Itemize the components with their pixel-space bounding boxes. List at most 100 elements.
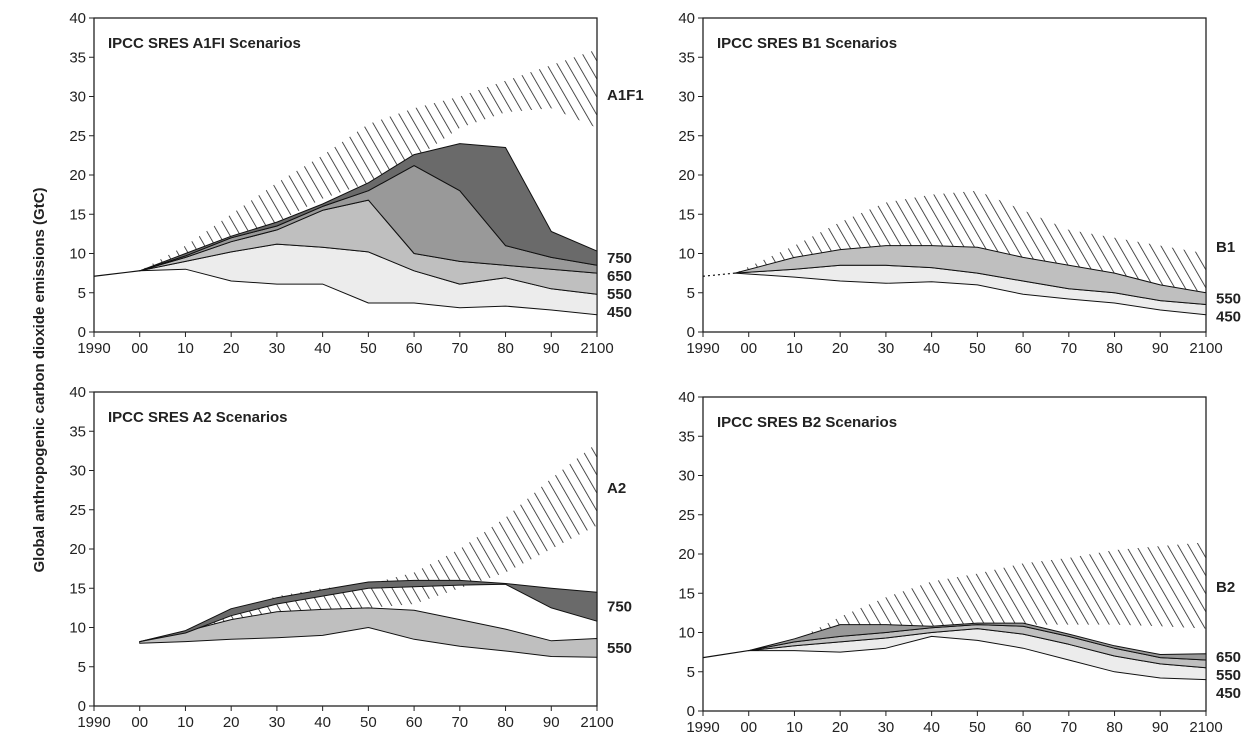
x-tick-label: 30 (269, 340, 286, 357)
y-tick-label: 40 (69, 384, 86, 401)
x-tick-label: 40 (314, 714, 331, 731)
y-tick-label: 0 (78, 324, 86, 341)
x-tick-label: 50 (360, 714, 377, 731)
x-tick-label: 80 (497, 340, 514, 357)
x-tick-label: 10 (177, 714, 194, 731)
chart-panel: 0 5 10 15 20 25 30 35 40 1990 00 10 20 30 40 50 60 70 80 90… (69, 10, 643, 357)
y-tick-label: 30 (678, 468, 695, 485)
band-label-650: 650 (607, 268, 632, 285)
y-tick-label: 10 (678, 246, 695, 263)
y-tick-label: 0 (687, 703, 695, 720)
y-tick-label: 0 (687, 324, 695, 341)
reference-hatch-band (139, 49, 597, 271)
baseline-line (93, 270, 140, 277)
y-tick-label: 15 (69, 580, 86, 597)
x-tick-label: 50 (969, 719, 986, 736)
band-label-550: 550 (607, 640, 632, 657)
reference-label: A2 (607, 480, 626, 497)
x-tick-label: 70 (1060, 719, 1077, 736)
x-tick-label: 60 (1015, 719, 1032, 736)
x-tick-label: 00 (131, 714, 148, 731)
y-tick-label: 20 (678, 167, 695, 184)
band-550 (734, 245, 1207, 305)
chart-panel: 0 5 10 15 20 25 30 35 40 1990 00 10 20 30 40 50 60 70 80 90… (678, 389, 1241, 736)
reference-label: A1F1 (607, 87, 644, 104)
x-tick-label: 80 (1106, 719, 1123, 736)
y-tick-label: 30 (69, 89, 86, 106)
band-750 (139, 579, 598, 643)
y-tick-label: 30 (69, 463, 86, 480)
x-tick-label: 00 (740, 719, 757, 736)
y-tick-label: 0 (78, 698, 86, 715)
band-label-450: 450 (1216, 309, 1241, 326)
y-tick-label: 30 (678, 89, 695, 106)
x-tick-label: 2100 (580, 340, 613, 357)
y-tick-label: 25 (69, 128, 86, 145)
x-tick-label: 90 (543, 340, 560, 357)
y-tick-label: 25 (69, 502, 86, 519)
x-tick-label: 1990 (77, 714, 110, 731)
reference-hatch-band (139, 443, 597, 642)
y-tick-label: 40 (678, 389, 695, 406)
x-tick-label: 60 (406, 340, 423, 357)
x-tick-label: 2100 (1189, 340, 1222, 357)
x-tick-label: 10 (786, 719, 803, 736)
x-tick-label: 1990 (77, 340, 110, 357)
chart-panel: 0 5 10 15 20 25 30 35 40 1990 00 10 20 30 40 50 60 70 80 90… (69, 384, 632, 731)
x-tick-label: 60 (406, 714, 423, 731)
x-tick-label: 2100 (1189, 719, 1222, 736)
reference-label: B1 (1216, 239, 1235, 256)
y-tick-label: 20 (69, 541, 86, 558)
x-tick-label: 90 (1152, 340, 1169, 357)
reference-hatch-band (748, 542, 1206, 651)
y-tick-label: 25 (678, 507, 695, 524)
x-tick-label: 70 (451, 340, 468, 357)
x-tick-label: 40 (923, 340, 940, 357)
y-tick-label: 5 (687, 285, 695, 302)
band-750 (139, 143, 598, 272)
x-tick-label: 1990 (686, 340, 719, 357)
chart-title: IPCC SRES A1FI Scenarios (108, 35, 301, 52)
y-tick-label: 5 (687, 664, 695, 681)
band-label-550: 550 (607, 286, 632, 303)
chart-title: IPCC SRES B2 Scenarios (717, 414, 897, 431)
band-label-750: 750 (607, 599, 632, 616)
x-tick-label: 20 (223, 714, 240, 731)
y-tick-label: 35 (678, 49, 695, 66)
chart-panel: 0 5 10 15 20 25 30 35 40 1990 00 10 20 30 40 50 60 70 80 90… (678, 10, 1241, 357)
x-tick-label: 80 (1106, 340, 1123, 357)
band-650 (748, 622, 1207, 661)
y-tick-label: 35 (678, 428, 695, 445)
x-tick-label: 80 (497, 714, 514, 731)
x-tick-label: 50 (360, 340, 377, 357)
y-tick-label: 20 (69, 167, 86, 184)
x-tick-label: 00 (131, 340, 148, 357)
x-tick-label: 2100 (580, 714, 613, 731)
band-label-750: 750 (607, 250, 632, 267)
chart-title: IPCC SRES A2 Scenarios (108, 409, 288, 426)
x-tick-label: 70 (451, 714, 468, 731)
x-tick-label: 30 (269, 714, 286, 731)
y-tick-label: 10 (678, 625, 695, 642)
x-tick-label: 30 (878, 340, 895, 357)
chart-title: IPCC SRES B1 Scenarios (717, 35, 897, 52)
x-tick-label: 50 (969, 340, 986, 357)
x-tick-label: 1990 (686, 719, 719, 736)
x-tick-label: 70 (1060, 340, 1077, 357)
y-tick-label: 35 (69, 423, 86, 440)
x-tick-label: 90 (1152, 719, 1169, 736)
x-tick-label: 60 (1015, 340, 1032, 357)
y-tick-label: 10 (69, 246, 86, 263)
y-tick-label: 40 (69, 10, 86, 27)
y-tick-label: 5 (78, 659, 86, 676)
band-label-650: 650 (1216, 649, 1241, 666)
y-tick-label: 15 (69, 206, 86, 223)
y-tick-label: 15 (678, 585, 695, 602)
x-tick-label: 10 (177, 340, 194, 357)
x-tick-label: 10 (786, 340, 803, 357)
band-550 (139, 607, 598, 658)
x-tick-label: 90 (543, 714, 560, 731)
x-tick-label: 20 (832, 340, 849, 357)
band-label-550: 550 (1216, 291, 1241, 308)
